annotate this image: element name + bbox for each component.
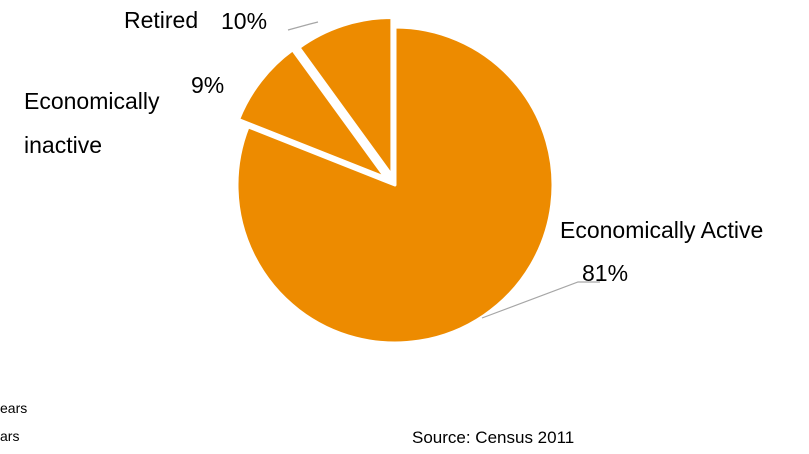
value-label-economically-active: 81% <box>582 260 628 286</box>
leader-line-economically-active <box>481 281 600 319</box>
pie-slice-retired <box>297 15 394 177</box>
pie-slice-economically-active <box>235 25 555 345</box>
value-label-retired: 10% <box>221 8 267 34</box>
label-retired: Retired <box>124 7 198 33</box>
value-label-economically-inactive: 9% <box>191 72 224 98</box>
label-economically-inactive-line2: inactive <box>24 132 102 158</box>
cropped-legend-fragment-2: ars <box>0 428 19 444</box>
source-note: Source: Census 2011 <box>412 428 574 447</box>
leader-line-retired <box>287 21 319 31</box>
pie-slice-economically-inactive <box>237 48 388 180</box>
leader-lines <box>287 21 600 319</box>
pie-slices <box>235 15 555 345</box>
label-economically-active: Economically Active <box>560 217 763 243</box>
label-economically-inactive-line1: Economically <box>24 88 160 114</box>
cropped-legend-fragment-1: ears <box>0 400 27 416</box>
